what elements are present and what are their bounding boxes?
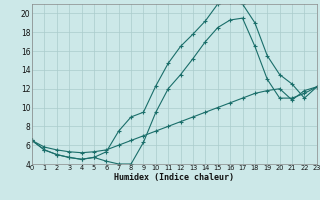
X-axis label: Humidex (Indice chaleur): Humidex (Indice chaleur) [115, 173, 234, 182]
